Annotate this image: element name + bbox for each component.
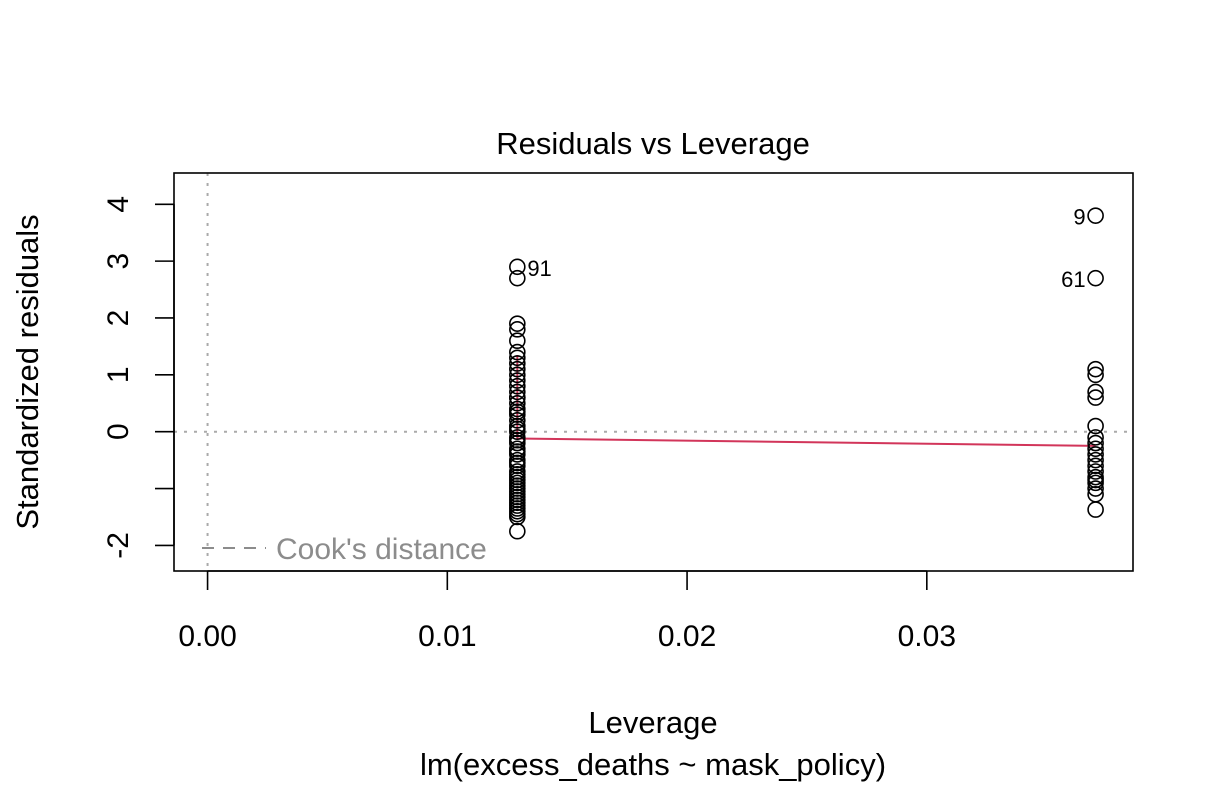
smooth-line-layer: [516, 354, 1096, 447]
reference-lines: [174, 173, 1133, 571]
data-point: [509, 258, 526, 276]
data-point: [509, 269, 526, 287]
x-tick-label: 0.00: [178, 620, 236, 653]
data-point: [509, 355, 526, 372]
data-point: [509, 366, 526, 384]
y-tick-label: 3: [102, 253, 135, 270]
data-point: [1087, 451, 1104, 469]
data-point: [509, 522, 526, 540]
data-point: [509, 412, 526, 429]
data-point: [1087, 360, 1104, 378]
legend: Cook's distance: [202, 533, 487, 566]
point-label: 9: [1073, 205, 1085, 230]
data-point: [509, 372, 526, 389]
data-point: [509, 377, 526, 395]
data-point: [1087, 207, 1104, 224]
data-point: [1087, 383, 1104, 401]
data-point: [1087, 474, 1104, 492]
x-axis: 0.00 0.01 0.02 0.03: [178, 570, 956, 653]
data-point: [1087, 417, 1104, 435]
y-tick-label: 4: [102, 196, 135, 213]
y-tick-label: 1: [102, 366, 135, 383]
point-labels-layer: 91 9 61: [527, 205, 1085, 293]
data-point: [1087, 480, 1104, 497]
data-point: [509, 332, 526, 350]
data-point: [1087, 366, 1104, 384]
data-point: [1087, 463, 1104, 480]
data-point: [1087, 269, 1104, 287]
data-point: [1087, 501, 1104, 518]
smooth-line: [516, 354, 1096, 447]
x-axis-label: Leverage: [588, 705, 717, 740]
data-point: [1087, 389, 1104, 406]
data-point: [509, 394, 526, 412]
x-tick-label: 0.02: [658, 620, 716, 653]
data-point: [1087, 440, 1104, 458]
data-point: [509, 420, 526, 438]
legend-label: Cook's distance: [276, 533, 487, 566]
point-label: 91: [527, 256, 551, 281]
data-point: [509, 389, 526, 406]
data-point: [1087, 429, 1104, 446]
plot-frame: [173, 172, 1134, 572]
y-axis: -2 0 1 2 3 4: [102, 196, 175, 559]
x-tick-label: 0.03: [898, 620, 956, 653]
y-axis-label: Standardized residuals: [10, 214, 45, 529]
data-point: [509, 343, 526, 361]
point-label: 61: [1061, 267, 1085, 292]
data-point: [509, 431, 526, 449]
points-layer: [509, 207, 1104, 540]
data-point: [1087, 446, 1104, 463]
data-point: [509, 349, 526, 367]
y-tick-label: -2: [102, 532, 135, 559]
data-point: [1087, 434, 1104, 452]
y-tick-label: 2: [102, 310, 135, 327]
data-point: [509, 360, 526, 378]
data-point: [509, 315, 526, 332]
x-axis-sublabel: lm(excess_deaths ~ mask_policy): [420, 747, 886, 782]
data-point: [509, 321, 526, 338]
y-tick-label: 0: [102, 423, 135, 440]
x-tick-label: 0.01: [418, 620, 476, 653]
data-point: [509, 383, 526, 401]
chart-title: Residuals vs Leverage: [496, 126, 810, 161]
